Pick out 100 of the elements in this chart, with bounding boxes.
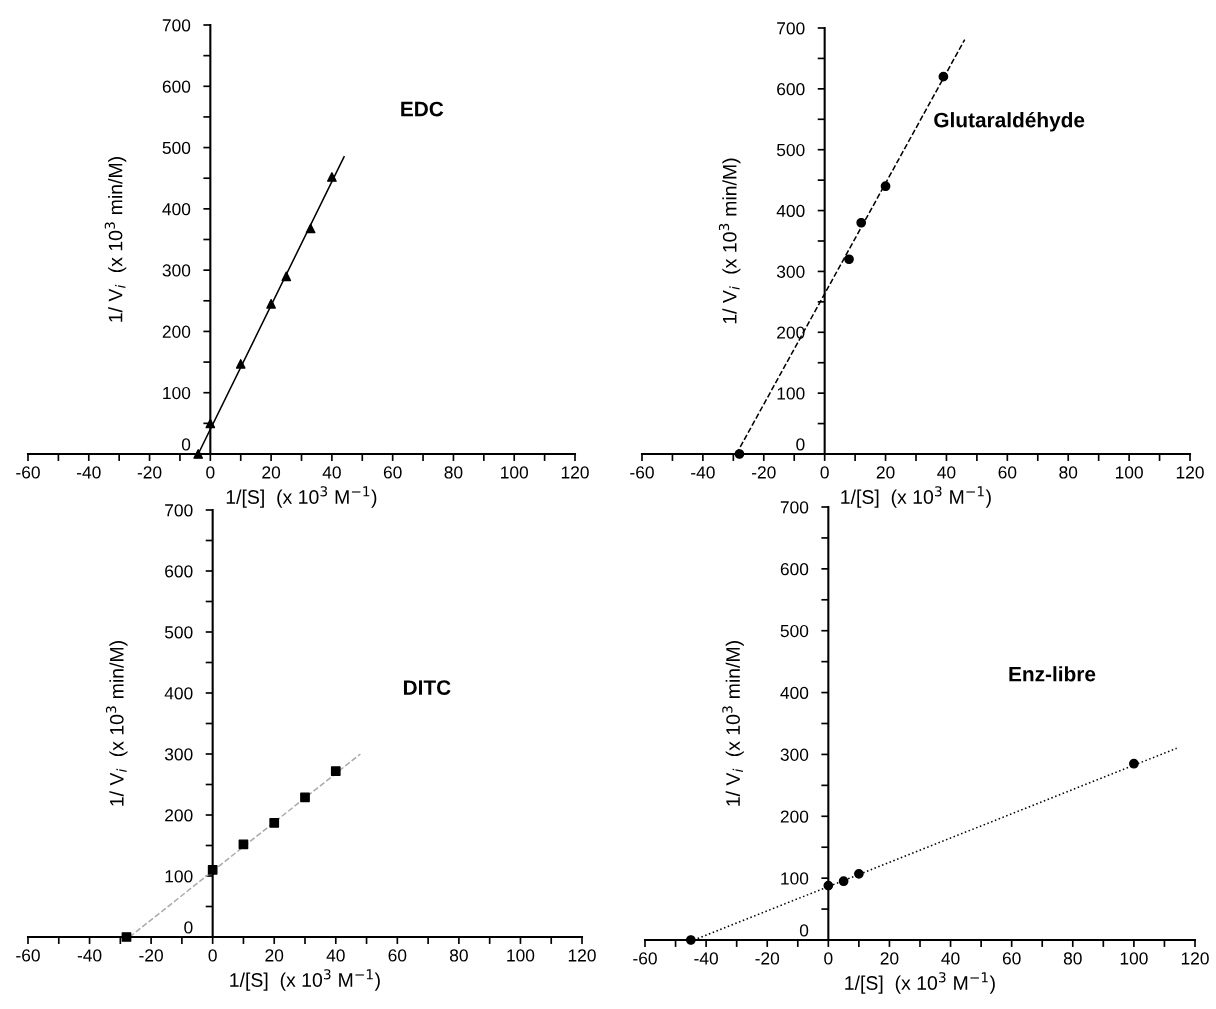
x-tick-label: -40 bbox=[77, 466, 101, 479]
text: Enz-libre bbox=[1009, 666, 1096, 682]
y-tick-label: 0 bbox=[181, 438, 191, 451]
x-tick-label: -40 bbox=[694, 952, 718, 965]
point bbox=[238, 839, 249, 850]
x-axis-title: 1/[S] (x 10$^{3}$ M$^{−1}$) bbox=[841, 486, 991, 508]
point bbox=[685, 935, 696, 945]
x-tick-label: 100 bbox=[501, 466, 529, 479]
x-tick-label: 100 bbox=[1115, 466, 1143, 479]
x-axis-title: 1/[S] (x 10$^{3}$ M$^{−1}$) bbox=[226, 486, 377, 508]
y-tick-label: 600 bbox=[165, 565, 193, 578]
y-tick-label: 400 bbox=[780, 686, 809, 700]
x-tick-label: -60 bbox=[16, 949, 40, 962]
y-tick-label: 700 bbox=[777, 22, 805, 35]
x-tick-label: -20 bbox=[755, 952, 780, 965]
y-tick-label: 500 bbox=[776, 143, 805, 157]
y-tick-label: 400 bbox=[776, 204, 805, 218]
point bbox=[838, 876, 849, 887]
x-tick-label: 0 bbox=[206, 466, 215, 479]
point bbox=[266, 298, 276, 309]
x-tick-label: 80 bbox=[449, 949, 468, 962]
y-axis-title: 1/ V$_{i}$ (x 10$^{3}$ min/M) bbox=[722, 641, 744, 806]
text: Glutaraldéhyde bbox=[934, 111, 1085, 132]
x-tick-label: 40 bbox=[326, 949, 345, 962]
x-tick-label: 80 bbox=[1059, 466, 1078, 479]
x-tick-label: 0 bbox=[824, 952, 833, 965]
point bbox=[823, 880, 834, 891]
y-axis-title: 1/ V$_{i}$ (x 10$^{3}$ min/M) bbox=[718, 158, 741, 324]
point bbox=[193, 449, 204, 459]
point bbox=[844, 254, 854, 265]
y-tick-label: 400 bbox=[164, 687, 193, 700]
y-tick-label: 100 bbox=[163, 386, 191, 400]
y-tick-label: 200 bbox=[162, 325, 191, 338]
x-tick-label: 120 bbox=[568, 949, 596, 962]
y-tick-label: 700 bbox=[780, 501, 809, 514]
point bbox=[121, 932, 132, 942]
y-tick-label: 700 bbox=[162, 19, 191, 32]
x-tick-label: -60 bbox=[16, 466, 40, 479]
x-tick-label: 0 bbox=[820, 466, 829, 479]
y-tick-label: 100 bbox=[165, 870, 193, 883]
x-tick-label: 20 bbox=[265, 949, 284, 962]
point bbox=[856, 217, 867, 228]
x-tick-label: 60 bbox=[1002, 952, 1021, 965]
point bbox=[330, 766, 341, 776]
y-tick-label: 600 bbox=[780, 563, 809, 576]
x-tick-label: 80 bbox=[444, 466, 463, 479]
x-tick-label: 40 bbox=[322, 466, 341, 479]
point bbox=[938, 71, 949, 82]
y-tick-label: 200 bbox=[777, 326, 805, 339]
x-tick-label: -20 bbox=[139, 949, 163, 962]
x-tick-label: 80 bbox=[1063, 952, 1082, 965]
x-tick-label: 100 bbox=[1120, 952, 1148, 965]
x-tick-label: -40 bbox=[691, 466, 715, 479]
x-tick-label: 40 bbox=[937, 466, 956, 479]
y-axis-title: 1/ V$_{i}$ (x 10$^{3}$ min/M) bbox=[104, 157, 127, 322]
y-tick-label: 500 bbox=[164, 626, 193, 639]
x-tick-label: -20 bbox=[752, 466, 776, 479]
x-tick-label: -60 bbox=[630, 466, 654, 479]
x-tick-label: 60 bbox=[383, 466, 402, 479]
y-tick-label: 300 bbox=[776, 265, 805, 278]
point bbox=[269, 818, 280, 828]
point bbox=[854, 868, 864, 879]
y-axis-title: 1/ V$_{i}$ (x 10$^{3}$ min/M) bbox=[105, 641, 128, 806]
x-tick-label: 0 bbox=[208, 949, 217, 962]
y-tick-label: 300 bbox=[164, 748, 193, 761]
y-tick-label: 0 bbox=[796, 438, 805, 451]
text: EDC bbox=[401, 101, 444, 117]
y-tick-label: 600 bbox=[162, 80, 191, 93]
x-tick-label: 60 bbox=[998, 466, 1017, 479]
x-tick-label: 20 bbox=[880, 952, 899, 965]
y-tick-label: 600 bbox=[777, 83, 805, 96]
point bbox=[327, 172, 337, 182]
y-tick-label: 700 bbox=[165, 504, 193, 517]
x-tick-label: 20 bbox=[876, 466, 895, 479]
point bbox=[734, 449, 745, 459]
x-axis-title: 1/[S] (x 10$^{3}$ M$^{−1}$) bbox=[845, 972, 995, 994]
x-tick-label: 20 bbox=[262, 466, 281, 479]
y-tick-label: 100 bbox=[781, 872, 809, 885]
y-tick-label: 200 bbox=[165, 809, 193, 822]
point bbox=[281, 271, 292, 282]
x-tick-label: -20 bbox=[137, 466, 162, 479]
point bbox=[205, 418, 216, 429]
point bbox=[300, 792, 310, 803]
x-axis-title: 1/[S] (x 10$^{3}$ M$^{−1}$) bbox=[230, 969, 380, 991]
point bbox=[235, 359, 246, 369]
x-tick-label: 100 bbox=[507, 949, 535, 962]
y-tick-label: 100 bbox=[777, 387, 805, 400]
point bbox=[305, 223, 316, 234]
text: DITC bbox=[403, 680, 451, 695]
x-tick-label: 120 bbox=[561, 466, 589, 479]
x-tick-label: -60 bbox=[633, 952, 657, 965]
y-tick-label: 500 bbox=[780, 624, 809, 638]
x-tick-label: 120 bbox=[1176, 466, 1204, 479]
y-tick-label: 300 bbox=[162, 264, 191, 277]
y-tick-label: 500 bbox=[162, 141, 191, 155]
x-tick-label: 120 bbox=[1181, 952, 1209, 965]
point bbox=[207, 865, 218, 875]
y-tick-label: 200 bbox=[780, 810, 809, 823]
y-tick-label: 0 bbox=[799, 924, 809, 937]
y-tick-label: 0 bbox=[184, 921, 193, 934]
